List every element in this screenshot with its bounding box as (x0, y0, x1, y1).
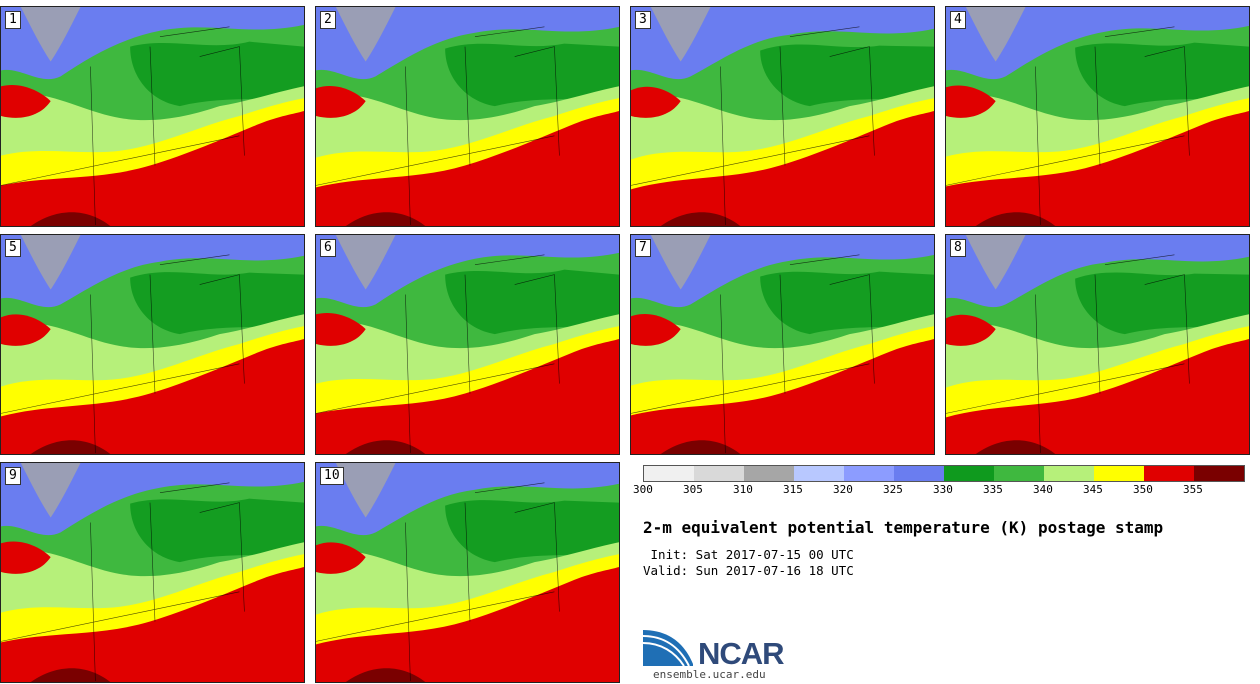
colorbar-swatch (1094, 466, 1144, 481)
colorbar-swatch (894, 466, 944, 481)
colorbar-swatch (744, 466, 794, 481)
colorbar-tick-label: 335 (983, 483, 1003, 496)
member-number-label: 4 (950, 11, 966, 29)
init-time: Init: Sat 2017-07-15 00 UTC (643, 547, 854, 562)
colorbar-tick-label: 330 (933, 483, 953, 496)
colorbar-swatch (844, 466, 894, 481)
theta-e-map (316, 463, 619, 682)
colorbar-swatch (1194, 466, 1244, 481)
colorbar-tick-label: 305 (683, 483, 703, 496)
colorbar-ticks: 300 305 310 315 320 325 330 335 340 345 350 355 (633, 483, 1253, 497)
colorbar-swatch (1144, 466, 1194, 481)
colorbar-swatch (1044, 466, 1094, 481)
colorbar-tick-label: 310 (733, 483, 753, 496)
valid-time: Valid: Sun 2017-07-16 18 UTC (643, 563, 854, 578)
ensemble-member-panel: 6 (315, 234, 620, 455)
colorbar-tick-label: 340 (1033, 483, 1053, 496)
member-number-label: 6 (320, 239, 336, 257)
colorbar-swatch (644, 466, 694, 481)
member-number-label: 2 (320, 11, 336, 29)
ensemble-member-panel: 2 (315, 6, 620, 227)
colorbar-tick-label: 300 (633, 483, 653, 496)
colorbar (643, 465, 1245, 482)
member-number-label: 1 (5, 11, 21, 29)
member-number-label: 9 (5, 467, 21, 485)
site-url: ensemble.ucar.edu (653, 668, 766, 681)
theta-e-map (946, 235, 1249, 454)
colorbar-tick-label: 350 (1133, 483, 1153, 496)
ensemble-member-panel: 5 (0, 234, 305, 455)
ncar-logo-icon (643, 630, 693, 667)
ensemble-member-panel: 1 (0, 6, 305, 227)
theta-e-map (631, 7, 934, 226)
member-number-label: 7 (635, 239, 651, 257)
ensemble-member-panel: 7 (630, 234, 935, 455)
theta-e-map (631, 235, 934, 454)
colorbar-tick-label: 325 (883, 483, 903, 496)
ncar-logo-text: NCAR (698, 636, 785, 671)
ensemble-member-panel: 4 (945, 6, 1250, 227)
colorbar-swatch (794, 466, 844, 481)
ensemble-member-panel: 9 (0, 462, 305, 683)
colorbar-swatch (944, 466, 994, 481)
colorbar-tick-label: 320 (833, 483, 853, 496)
colorbar-tick-label: 355 (1183, 483, 1203, 496)
ensemble-member-panel: 3 (630, 6, 935, 227)
colorbar-swatch (694, 466, 744, 481)
theta-e-map (1, 235, 304, 454)
figure-title: 2-m equivalent potential temperature (K)… (643, 518, 1164, 537)
colorbar-tick-label: 345 (1083, 483, 1103, 496)
ensemble-member-panel: 8 (945, 234, 1250, 455)
theta-e-map (1, 7, 304, 226)
theta-e-map (946, 7, 1249, 226)
member-number-label: 8 (950, 239, 966, 257)
ensemble-member-panel: 10 (315, 462, 620, 683)
colorbar-swatch (994, 466, 1044, 481)
member-number-label: 5 (5, 239, 21, 257)
member-number-label: 10 (320, 467, 344, 485)
colorbar-tick-label: 315 (783, 483, 803, 496)
theta-e-map (1, 463, 304, 682)
theta-e-map (316, 235, 619, 454)
member-number-label: 3 (635, 11, 651, 29)
theta-e-map (316, 7, 619, 226)
